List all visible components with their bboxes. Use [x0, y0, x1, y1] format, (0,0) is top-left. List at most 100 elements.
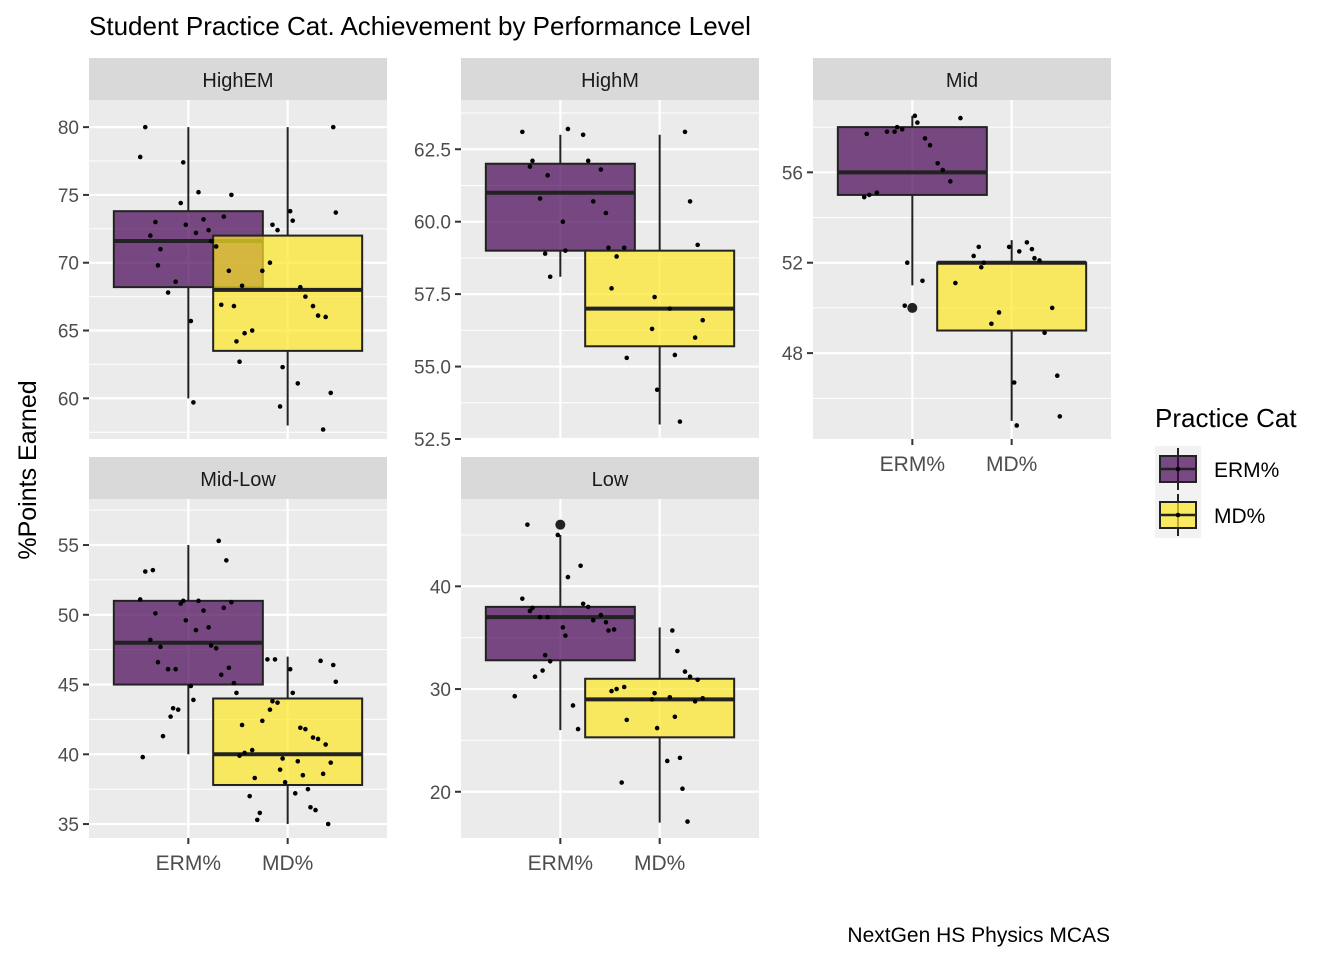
- data-point: [1057, 414, 1063, 419]
- points-md-low: [609, 627, 706, 824]
- data-point: [537, 196, 543, 201]
- points-md-mid-low: [237, 657, 339, 827]
- data-point: [874, 190, 880, 195]
- data-point: [530, 158, 535, 164]
- chart-title: Student Practice Cat. Achievement by Per…: [89, 11, 751, 41]
- data-point: [614, 254, 619, 259]
- box-erm-highm: [484, 134, 636, 277]
- data-point: [237, 359, 242, 365]
- data-point: [619, 780, 624, 785]
- strip-highem: [89, 58, 387, 100]
- data-point: [598, 612, 604, 618]
- data-point: [325, 821, 331, 827]
- box-md-mid: [936, 240, 1088, 421]
- data-point: [621, 245, 627, 251]
- data-point: [609, 688, 614, 694]
- data-point: [234, 339, 239, 344]
- data-point: [206, 625, 211, 630]
- data-point: [672, 352, 678, 358]
- data-point: [685, 819, 690, 824]
- strip-label-low: Low: [592, 469, 629, 491]
- data-point: [260, 268, 265, 274]
- data-point: [904, 260, 910, 266]
- data-point: [196, 189, 201, 195]
- strip-highm: [461, 58, 759, 100]
- data-point: [624, 355, 630, 361]
- points-erm-highem: [137, 124, 239, 405]
- data-point: [580, 601, 586, 607]
- data-point: [282, 779, 288, 785]
- data-point: [140, 754, 146, 760]
- data-point: [201, 217, 206, 222]
- data-point: [170, 705, 176, 711]
- data-point: [958, 115, 963, 121]
- data-point: [260, 718, 265, 724]
- data-point: [313, 807, 318, 813]
- data-point: [527, 164, 533, 169]
- data-point: [272, 657, 278, 662]
- data-point: [621, 684, 627, 690]
- data-point: [687, 199, 693, 204]
- data-point: [165, 666, 171, 672]
- data-point: [971, 253, 976, 259]
- data-point: [280, 756, 285, 761]
- y-tick-label: 55.0: [414, 358, 451, 379]
- legend: Practice Cat ERM% MD%: [1155, 403, 1297, 538]
- data-point: [142, 569, 148, 574]
- data-point: [191, 400, 196, 405]
- data-point: [978, 264, 984, 270]
- data-point: [682, 669, 688, 674]
- data-point: [1006, 244, 1012, 250]
- data-point: [188, 683, 194, 689]
- panel-highem: HighEM 60 65 70 75 80: [58, 58, 387, 439]
- points-md-highm: [609, 129, 706, 424]
- data-point: [547, 274, 553, 280]
- box-iqr: [584, 677, 736, 739]
- strip-label-highm: HighM: [581, 70, 639, 92]
- data-point: [935, 160, 940, 166]
- y-tick-label: 62.5: [414, 140, 451, 161]
- box-md-highem: [212, 127, 364, 426]
- data-point: [239, 722, 245, 728]
- data-point: [298, 725, 303, 731]
- legend-label-md: MD%: [1214, 505, 1265, 528]
- data-point: [540, 668, 545, 673]
- legend-key-point: [1175, 466, 1181, 472]
- y-tick-label: 65: [58, 322, 79, 343]
- data-point: [866, 192, 872, 198]
- data-point: [173, 666, 178, 672]
- chart-caption: NextGen HS Physics MCAS: [847, 924, 1110, 947]
- data-point: [580, 132, 586, 138]
- data-point: [981, 260, 987, 266]
- data-point: [695, 242, 700, 248]
- y-tick-label: 55: [58, 536, 79, 557]
- data-point: [570, 703, 576, 708]
- data-point: [598, 167, 604, 172]
- data-point: [231, 680, 237, 686]
- y-tick-label: 40: [430, 577, 451, 598]
- data-point: [677, 419, 683, 424]
- data-point: [303, 726, 308, 732]
- legend-key-point: [1175, 512, 1181, 518]
- data-point: [158, 644, 163, 650]
- points-erm-low: [512, 522, 611, 732]
- y-tick-label: 57.5: [414, 285, 451, 306]
- points-md-mid: [971, 240, 1063, 428]
- data-point: [672, 714, 678, 720]
- data-point: [649, 326, 655, 332]
- data-point: [542, 251, 548, 256]
- data-point: [555, 532, 561, 538]
- data-point: [270, 222, 275, 228]
- strip-label-mid-low: Mid-Low: [200, 469, 276, 491]
- data-point: [208, 238, 214, 244]
- data-point: [948, 179, 953, 184]
- data-point: [1032, 255, 1037, 261]
- data-point: [158, 246, 163, 252]
- data-point: [606, 245, 611, 251]
- data-point: [287, 666, 293, 672]
- y-tick-label: 52.5: [414, 430, 451, 451]
- data-point: [208, 643, 214, 648]
- data-point: [537, 614, 543, 620]
- data-point: [226, 665, 232, 671]
